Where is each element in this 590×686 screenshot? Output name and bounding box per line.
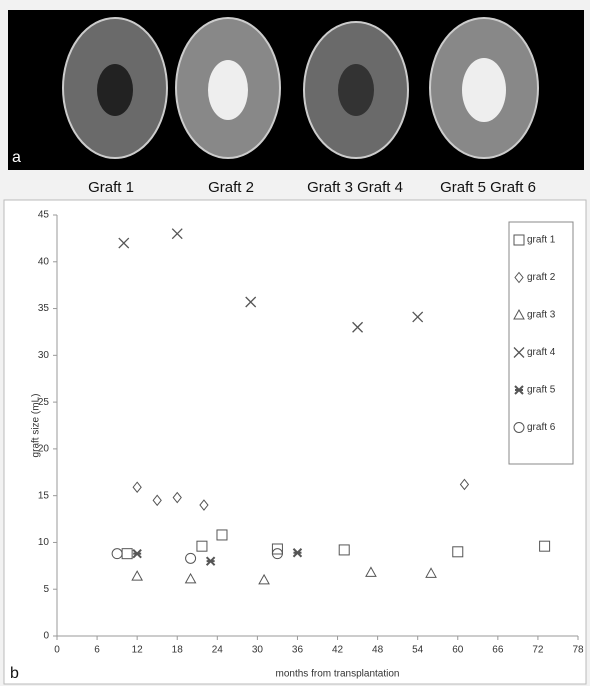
- x-tick-label: 0: [54, 645, 60, 656]
- x-tick-label: 54: [412, 645, 424, 656]
- y-tick-label: 5: [43, 584, 49, 595]
- y-tick-label: 30: [38, 350, 50, 361]
- caption: Graft 1: [88, 179, 134, 196]
- legend-label: graft 1: [527, 235, 556, 246]
- caption: Graft 2: [208, 179, 254, 196]
- x-tick-label: 66: [492, 645, 504, 656]
- x-tick-label: 60: [452, 645, 464, 656]
- x-tick-label: 18: [172, 645, 184, 656]
- legend-label: graft 4: [527, 347, 556, 358]
- caption: Graft 3 Graft 4: [307, 179, 403, 196]
- x-tick-label: 48: [372, 645, 384, 656]
- figure: a Graft 1 Graft 2 Graft 3 Graft 4 Graft …: [0, 0, 590, 686]
- ventricle: [338, 64, 374, 116]
- x-tick-label: 6: [94, 645, 100, 656]
- x-tick-label: 30: [252, 645, 264, 656]
- y-tick-label: 0: [43, 631, 49, 642]
- legend-label: graft 3: [527, 310, 556, 321]
- y-tick-label: 10: [38, 537, 50, 548]
- y-tick-label: 45: [38, 210, 50, 221]
- x-tick-label: 78: [572, 645, 584, 656]
- x-axis-label: months from transplantation: [276, 669, 400, 680]
- y-tick-label: 35: [38, 303, 50, 314]
- x-tick-label: 24: [212, 645, 224, 656]
- legend-label: graft 2: [527, 272, 556, 283]
- x-tick-label: 42: [332, 645, 344, 656]
- panel-label: a: [12, 149, 21, 166]
- caption: Graft 5 Graft 6: [440, 179, 536, 196]
- ventricle: [208, 60, 248, 120]
- ventricle: [462, 58, 506, 122]
- legend-label: graft 6: [527, 422, 556, 433]
- x-tick-label: 36: [292, 645, 304, 656]
- x-tick-label: 72: [532, 645, 544, 656]
- x-tick-label: 12: [132, 645, 144, 656]
- y-tick-label: 15: [38, 490, 50, 501]
- ventricle: [97, 64, 133, 116]
- legend-label: graft 5: [527, 385, 556, 396]
- panel-label: b: [10, 665, 19, 682]
- chart-panel: [4, 200, 586, 684]
- y-tick-label: 40: [38, 256, 50, 267]
- y-axis-label: graft size (mL): [31, 394, 42, 458]
